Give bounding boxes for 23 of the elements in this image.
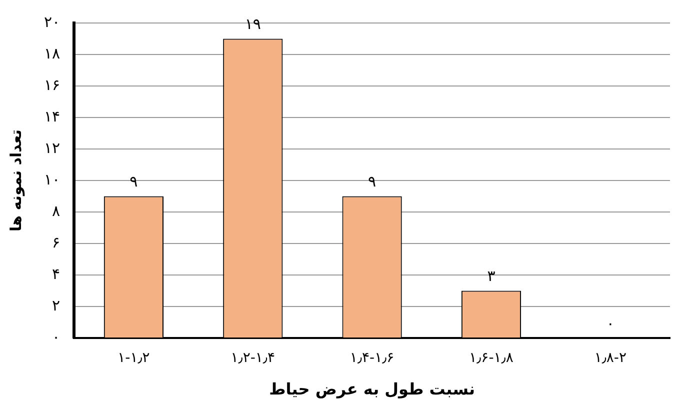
data-label: ۹ — [368, 172, 376, 191]
y-tick-label: ۴ — [52, 264, 60, 283]
x-tick-label: ۱-۱٫۲ — [118, 350, 150, 366]
y-axis-title: تعداد نمونه ها — [6, 130, 25, 232]
x-tick-label: ۱٫۲-۱٫۴ — [230, 350, 276, 366]
y-tick-label: ۲ — [52, 296, 60, 314]
y-tick-label: ۱۰ — [44, 170, 60, 188]
y-tick-label: ۱۴ — [44, 107, 60, 126]
y-tick-label: ۲۰ — [44, 12, 60, 31]
x-tick-label: ۱٫۶-۱٫۸ — [469, 350, 514, 366]
x-tick-label: ۱٫۸-۲ — [594, 350, 626, 366]
x-tick-label: ۱٫۴-۱٫۶ — [350, 350, 394, 366]
y-tick-label: ۰ — [52, 328, 60, 346]
y-tick-label: ۱۸ — [44, 44, 60, 62]
data-label: ۳ — [487, 267, 496, 286]
y-tick-label: ۸ — [52, 202, 60, 220]
data-label: ۰ — [606, 314, 614, 332]
x-axis-title: نسبت طول به عرض حیاط — [269, 380, 475, 399]
data-label: ۹ — [130, 172, 138, 191]
data-label: ۱۹ — [244, 15, 261, 34]
y-tick-label: ۶ — [52, 233, 60, 252]
y-tick-label: ۱۶ — [44, 76, 60, 94]
y-tick-label: ۱۲ — [44, 138, 60, 157]
